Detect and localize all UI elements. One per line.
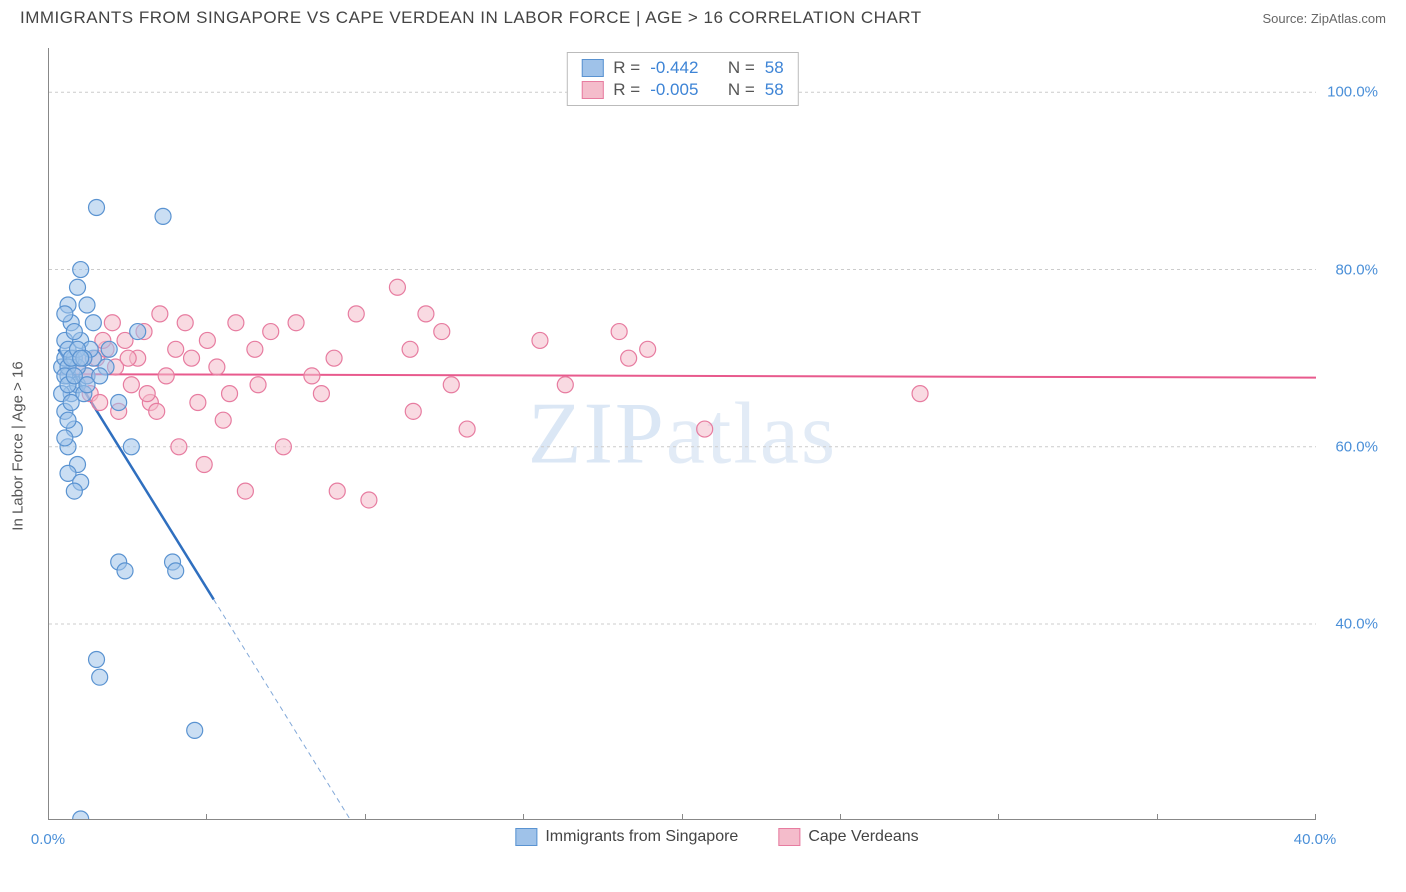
y-axis-label: In Labor Force | Age > 16: [10, 361, 27, 530]
chart-svg: [49, 48, 1316, 819]
swatch-blue-legend: [515, 828, 537, 846]
plot-area: ZIPatlas R = -0.442 N = 58 R = -0.005 N …: [48, 48, 1316, 820]
y-tick-label: 80.0%: [1335, 261, 1378, 278]
bottom-legend: Immigrants from Singapore Cape Verdeans: [515, 828, 918, 846]
y-tick-label: 60.0%: [1335, 438, 1378, 455]
source-attribution: Source: ZipAtlas.com: [1262, 11, 1386, 26]
legend-item-pink: Cape Verdeans: [778, 828, 918, 846]
x-tick-label: 40.0%: [1294, 831, 1337, 848]
stats-row-blue: R = -0.442 N = 58: [581, 57, 783, 79]
stats-box: R = -0.442 N = 58 R = -0.005 N = 58: [566, 52, 798, 106]
legend-item-blue: Immigrants from Singapore: [515, 828, 738, 846]
y-tick-label: 100.0%: [1327, 84, 1378, 101]
swatch-pink-legend: [778, 828, 800, 846]
swatch-blue: [581, 59, 603, 77]
swatch-pink: [581, 81, 603, 99]
x-tick-label: 0.0%: [31, 831, 65, 848]
chart-title: IMMIGRANTS FROM SINGAPORE VS CAPE VERDEA…: [20, 8, 922, 28]
chart-container: ZIPatlas R = -0.442 N = 58 R = -0.005 N …: [48, 48, 1386, 852]
y-tick-label: 40.0%: [1335, 616, 1378, 633]
stats-row-pink: R = -0.005 N = 58: [581, 79, 783, 101]
